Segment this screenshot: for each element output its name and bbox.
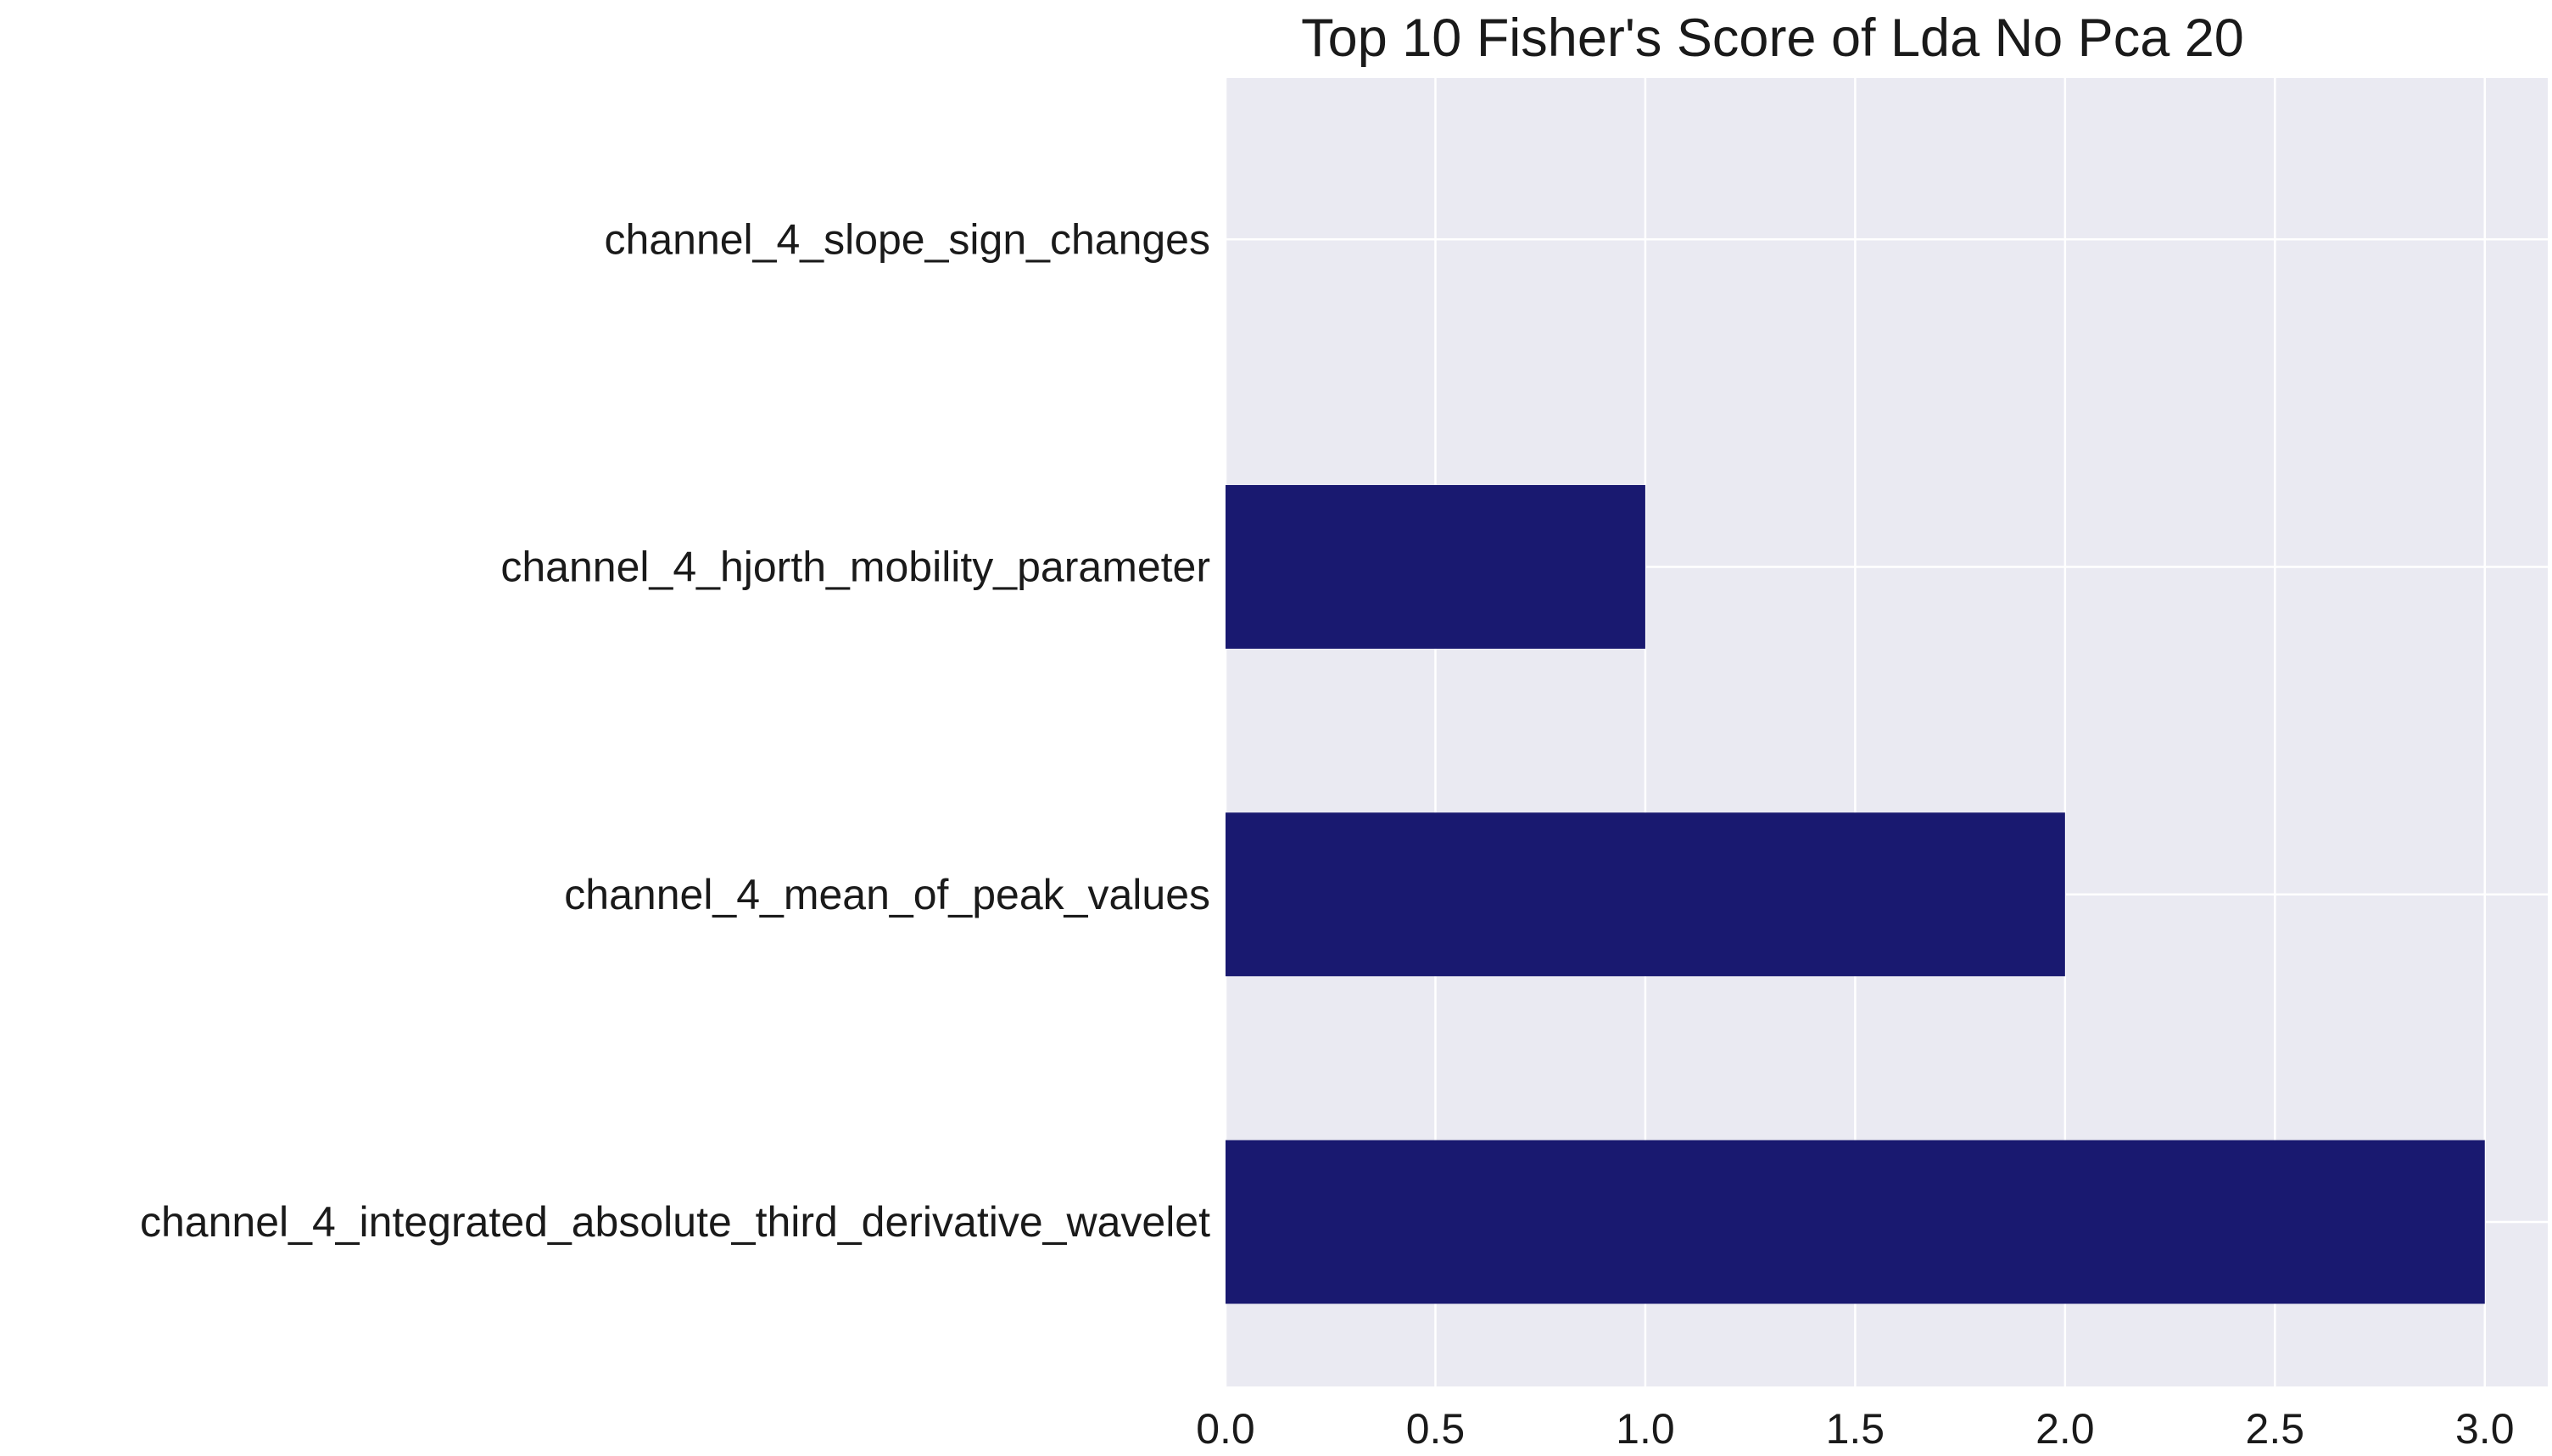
category-label: channel_4_slope_sign_changes bbox=[605, 215, 1210, 263]
x-tick-label: 3.0 bbox=[2455, 1405, 2515, 1453]
bar bbox=[1226, 812, 2065, 977]
category-label: channel_4_integrated_absolute_third_deri… bbox=[140, 1198, 1210, 1246]
x-tick-label: 1.0 bbox=[1616, 1405, 1675, 1453]
chart-title: Top 10 Fisher's Score of Lda No Pca 20 bbox=[1301, 8, 2244, 68]
x-tick-label: 0.0 bbox=[1196, 1405, 1255, 1453]
category-labels: channel_4_integrated_absolute_third_deri… bbox=[140, 215, 1210, 1246]
x-tick-label: 2.0 bbox=[2035, 1405, 2095, 1453]
category-label: channel_4_hjorth_mobility_parameter bbox=[500, 544, 1210, 591]
category-label: channel_4_mean_of_peak_values bbox=[564, 871, 1210, 918]
x-tick-label: 2.5 bbox=[2246, 1405, 2305, 1453]
bars bbox=[1226, 485, 2485, 1304]
x-tick-labels: 0.0 0.5 1.0 1.5 2.0 2.5 3.0 bbox=[1196, 1405, 2514, 1453]
x-tick-label: 0.5 bbox=[1406, 1405, 1466, 1453]
bar bbox=[1226, 1140, 2485, 1304]
x-tick-label: 1.5 bbox=[1826, 1405, 1885, 1453]
bar bbox=[1226, 485, 1645, 649]
